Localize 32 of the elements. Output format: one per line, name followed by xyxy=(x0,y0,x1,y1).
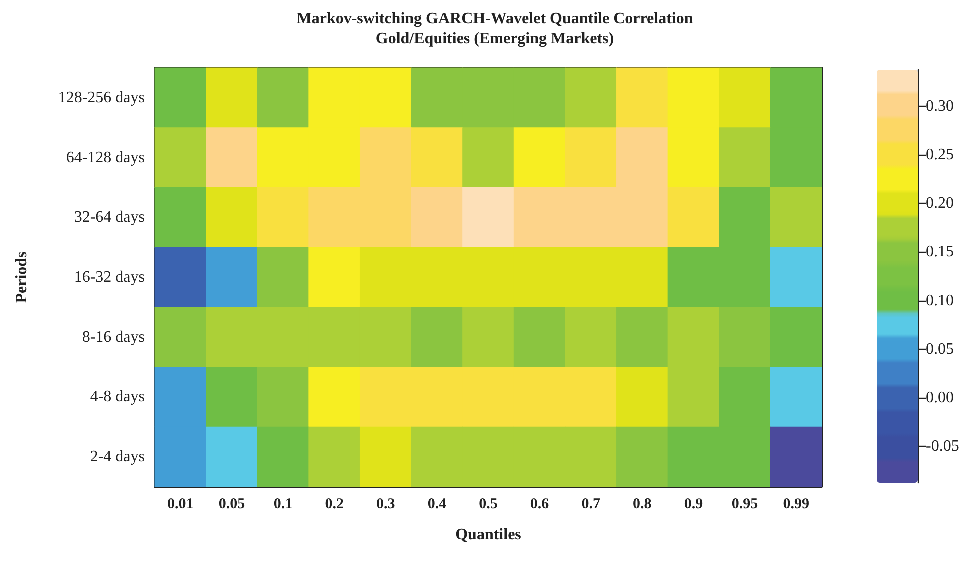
x-tick-label: 0.99 xyxy=(783,496,810,512)
y-axis-title: Periods xyxy=(14,252,30,304)
y-tick-label: 4-8 days xyxy=(90,388,145,406)
color-bar-label: 0.00 xyxy=(926,389,954,406)
x-tick-label: 0.3 xyxy=(376,496,396,512)
x-tick-label: 0.05 xyxy=(218,496,246,512)
color-bar-label: 0.10 xyxy=(926,292,954,310)
x-tick-label: 0.5 xyxy=(479,496,498,512)
x-axis-title: Quantiles xyxy=(456,526,522,544)
chart-title: Markov-switching GARCH-Wavelet Quantile Correlation xyxy=(296,10,694,28)
y-tick-label: 2-4 days xyxy=(90,448,145,466)
color-bar-label: 0.15 xyxy=(926,244,954,261)
y-tick-label: 16-32 days xyxy=(74,269,145,286)
color-bar-label: -0.05 xyxy=(926,438,960,456)
y-tick-label: 64-128 days xyxy=(66,149,145,166)
color-bar-label: 0.30 xyxy=(926,98,954,115)
color-bar-label: 0.25 xyxy=(926,146,954,164)
chart-subtitle: Gold/Equities (Emerging Markets) xyxy=(376,30,614,48)
x-tick-label: 0.6 xyxy=(530,496,550,512)
x-tick-label: 0.1 xyxy=(274,496,293,512)
y-tick-label: 128-256 days xyxy=(58,89,145,106)
x-tick-label: 0.4 xyxy=(428,496,448,512)
y-tick-label: 32-64 days xyxy=(74,209,145,226)
x-tick-label: 0.8 xyxy=(633,496,652,512)
y-tick-label: 8-16 days xyxy=(82,328,145,346)
x-tick-label: 0.01 xyxy=(168,496,194,512)
x-tick-label: 0.2 xyxy=(325,496,344,512)
color-bar-label: 0.05 xyxy=(926,340,954,358)
x-tick-label: 0.95 xyxy=(732,496,758,512)
x-tick-label: 0.9 xyxy=(684,496,704,512)
color-bar-label: 0.20 xyxy=(926,195,954,212)
x-tick-label: 0.7 xyxy=(582,496,601,512)
